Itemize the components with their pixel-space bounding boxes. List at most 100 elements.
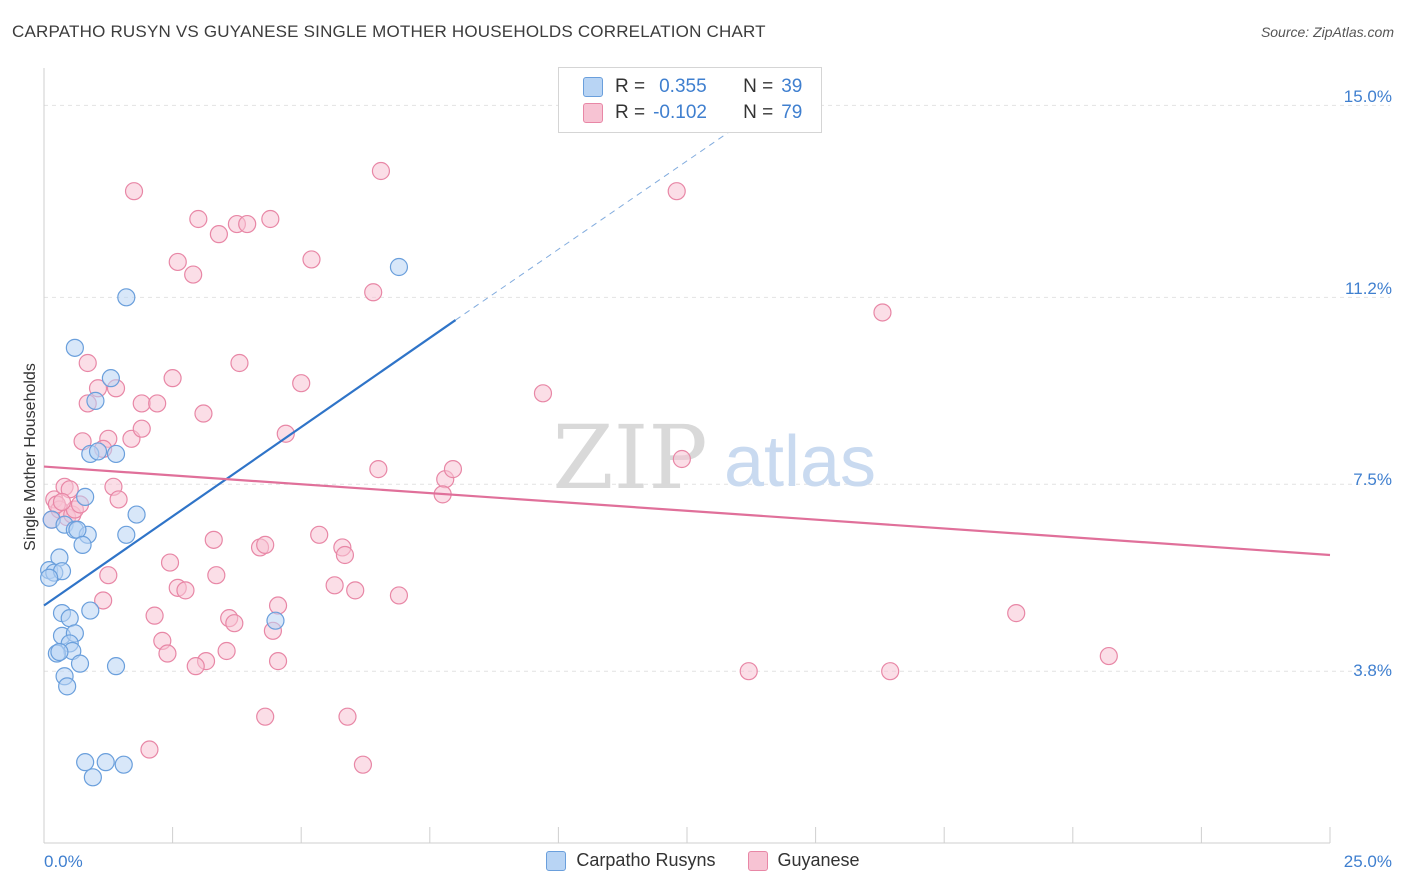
data-point-guyanese (369, 460, 388, 479)
r-label: R = (615, 76, 646, 97)
data-point-carpatho (266, 611, 285, 630)
data-point-carpatho (40, 568, 59, 587)
data-point-guyanese (52, 492, 72, 512)
data-point-carpatho (86, 391, 105, 410)
legend-swatch-blue (546, 850, 567, 871)
source-label: Source: ZipAtlas.com (1260, 24, 1394, 40)
data-point-guyanese (109, 490, 128, 509)
data-point-guyanese (176, 581, 195, 600)
legend-swatch-blue (583, 77, 603, 97)
data-point-guyanese (184, 265, 203, 284)
data-point-guyanese (268, 596, 288, 615)
data-point-guyanese (667, 182, 686, 201)
trend-line-carpatho (43, 319, 457, 607)
data-point-guyanese (443, 460, 463, 479)
data-point-guyanese (160, 553, 180, 572)
legend-swatch-pink (583, 103, 603, 123)
data-point-guyanese (99, 566, 118, 585)
data-point-guyanese (78, 353, 97, 373)
y-tick-11-2: 11.2% (1345, 279, 1392, 298)
data-point-carpatho (88, 442, 108, 461)
stats-row-guyanese: R = -0.102 N = 79 (583, 101, 802, 125)
legend-label: Guyanese (777, 850, 860, 870)
x-tick-max: 25.0% (1343, 852, 1392, 871)
y-tick-3-8: 3.8% (1353, 661, 1392, 680)
data-point-carpatho (101, 369, 120, 388)
data-point-guyanese (209, 225, 228, 244)
data-point-guyanese (881, 662, 900, 681)
data-point-guyanese (132, 394, 151, 413)
data-point-guyanese (217, 641, 236, 661)
data-point-guyanese (163, 369, 182, 388)
data-point-guyanese (145, 606, 164, 625)
chart-title: CARPATHO RUSYN VS GUYANESE SINGLE MOTHER… (12, 22, 766, 41)
series-legend: Carpatho Rusyns Guyanese (0, 850, 1406, 871)
data-point-guyanese (168, 252, 187, 272)
data-point-guyanese (1007, 604, 1026, 623)
data-point-guyanese (353, 755, 373, 774)
data-point-guyanese (338, 707, 357, 726)
data-point-guyanese (873, 303, 892, 322)
data-point-guyanese (186, 657, 205, 676)
data-point-guyanese (310, 525, 329, 544)
stats-row-carpatho: R = 0.355 N = 39 (583, 75, 802, 99)
data-point-guyanese (204, 530, 223, 549)
data-point-guyanese (261, 209, 280, 229)
data-point-guyanese (739, 662, 758, 681)
data-point-guyanese (292, 374, 311, 393)
r-label: R = (615, 102, 646, 123)
data-point-carpatho (50, 642, 69, 662)
data-point-guyanese (94, 591, 113, 610)
data-point-carpatho (73, 535, 92, 554)
y-axis-label: Single Mother Households (22, 363, 39, 551)
data-point-guyanese (389, 586, 409, 605)
legend-item-carpatho[interactable]: Carpatho Rusyns (546, 850, 716, 871)
data-point-guyanese (124, 182, 144, 201)
data-point-guyanese (276, 424, 295, 443)
data-point-guyanese (225, 614, 244, 633)
trend-line-carpatho-extension (455, 125, 739, 321)
stats-legend: R = 0.355 N = 39 R = -0.102 N = 79 (558, 67, 822, 133)
data-point-guyanese (256, 535, 275, 554)
data-point-guyanese (238, 214, 257, 234)
data-point-guyanese (230, 353, 249, 373)
data-point-guyanese (268, 652, 288, 671)
data-point-guyanese (335, 545, 355, 565)
legend-item-guyanese[interactable]: Guyanese (747, 850, 860, 871)
watermark: ZIP atlas (552, 406, 876, 509)
data-point-carpatho (65, 338, 84, 357)
legend-swatch-pink (747, 850, 768, 871)
y-tick-7-5: 7.5% (1353, 470, 1392, 489)
data-point-carpatho (76, 753, 95, 772)
data-point-carpatho (96, 753, 115, 772)
data-point-guyanese (346, 581, 365, 600)
data-point-guyanese (672, 449, 691, 469)
data-point-guyanese (302, 250, 321, 269)
legend-label: Carpatho Rusyns (576, 850, 716, 870)
data-point-guyanese (132, 419, 151, 438)
data-point-guyanese (533, 384, 553, 403)
n-label: N = (743, 76, 774, 97)
data-point-guyanese (325, 576, 344, 595)
data-point-guyanese (207, 566, 226, 585)
watermark-atlas: atlas (724, 422, 876, 502)
data-point-guyanese (371, 161, 391, 181)
data-point-carpatho (114, 755, 133, 774)
data-point-carpatho (70, 654, 90, 673)
x-tick-min: 0.0% (44, 852, 83, 871)
data-point-carpatho (76, 487, 95, 506)
data-point-guyanese (256, 707, 275, 726)
y-tick-15: 15.0% (1343, 87, 1392, 106)
n-label: N = (743, 102, 774, 123)
data-point-carpatho (58, 677, 77, 696)
data-point-guyanese (158, 644, 177, 663)
r-value: -0.102 (653, 102, 707, 123)
n-value: 39 (781, 76, 803, 97)
data-point-guyanese (189, 209, 208, 229)
data-point-guyanese (194, 404, 213, 423)
r-value: 0.355 (659, 76, 707, 97)
data-point-carpatho (106, 657, 126, 676)
data-point-carpatho (68, 520, 87, 539)
data-point-carpatho (117, 525, 136, 544)
